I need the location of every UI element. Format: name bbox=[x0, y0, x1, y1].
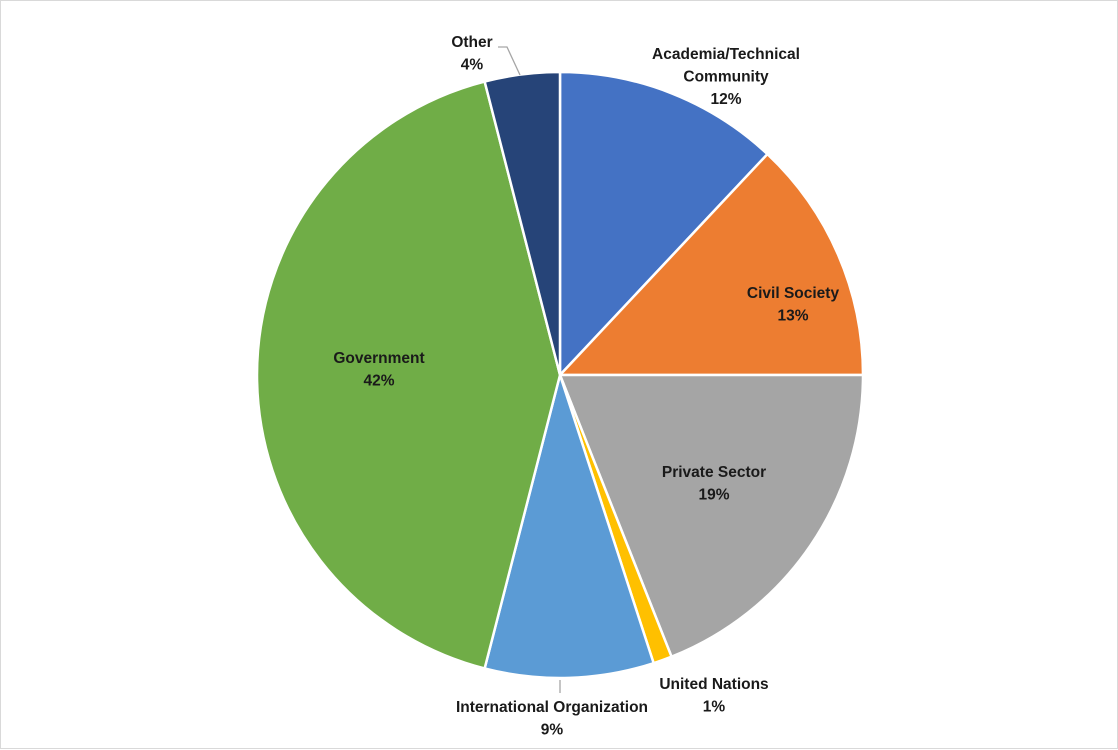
pie-slice-private-sector bbox=[558, 373, 865, 658]
data-label-government: Government 42% bbox=[333, 350, 424, 390]
pie-slice-academia-technical-community bbox=[558, 70, 769, 377]
data-label-united-nations: United Nations 1% bbox=[659, 676, 768, 716]
pie-slice-other bbox=[483, 70, 562, 377]
data-label-private-sector: Private Sector 19% bbox=[662, 464, 766, 504]
pie-slices bbox=[255, 70, 865, 680]
data-label-civil-society: Civil Society 13% bbox=[747, 285, 840, 325]
data-label-academia-technical-community: Academia/Technical Community 12% bbox=[652, 46, 800, 108]
leader-line-other bbox=[498, 46, 521, 76]
pie-slice-government bbox=[255, 80, 562, 670]
leader-lines bbox=[498, 46, 561, 693]
pie-slice-civil-society bbox=[558, 152, 865, 377]
data-labels: Academia/Technical Community 12% Civil Soci… bbox=[333, 34, 839, 739]
data-label-international-organization: International Organization 9% bbox=[456, 699, 648, 739]
pie-slice-international-organization bbox=[483, 373, 655, 680]
data-label-other: Other 4% bbox=[451, 34, 492, 74]
